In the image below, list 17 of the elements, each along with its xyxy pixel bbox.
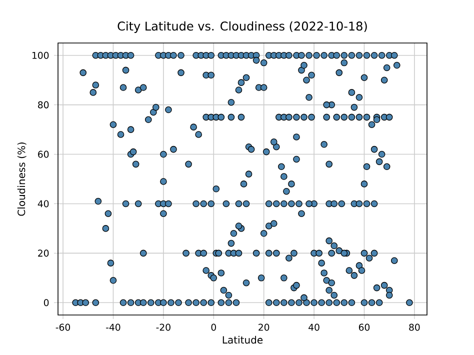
x-tick-label: 80 (409, 324, 420, 331)
y-axis-title: Cloudiness (%) (17, 142, 26, 216)
y-tick-label: 40 (38, 200, 49, 208)
x-tick-label: 60 (358, 324, 370, 331)
y-tick-label: 0 (44, 299, 49, 306)
chart-title: City Latitude vs. Cloudiness (2022-10-18) (118, 21, 367, 33)
x-tick-label: -40 (106, 324, 120, 331)
x-tick-label: 20 (258, 324, 270, 331)
y-tick-label: 20 (38, 250, 49, 257)
x-tick-label: -20 (156, 324, 170, 331)
y-tick-label: 60 (38, 150, 49, 158)
y-tick-label: 80 (38, 101, 49, 108)
x-tick-label: 40 (308, 324, 320, 331)
x-tick-label: 0 (211, 324, 216, 331)
x-axis-title: Latitude (222, 336, 263, 344)
y-tick-label: 100 (32, 52, 49, 59)
x-tick-label: -60 (56, 324, 70, 331)
